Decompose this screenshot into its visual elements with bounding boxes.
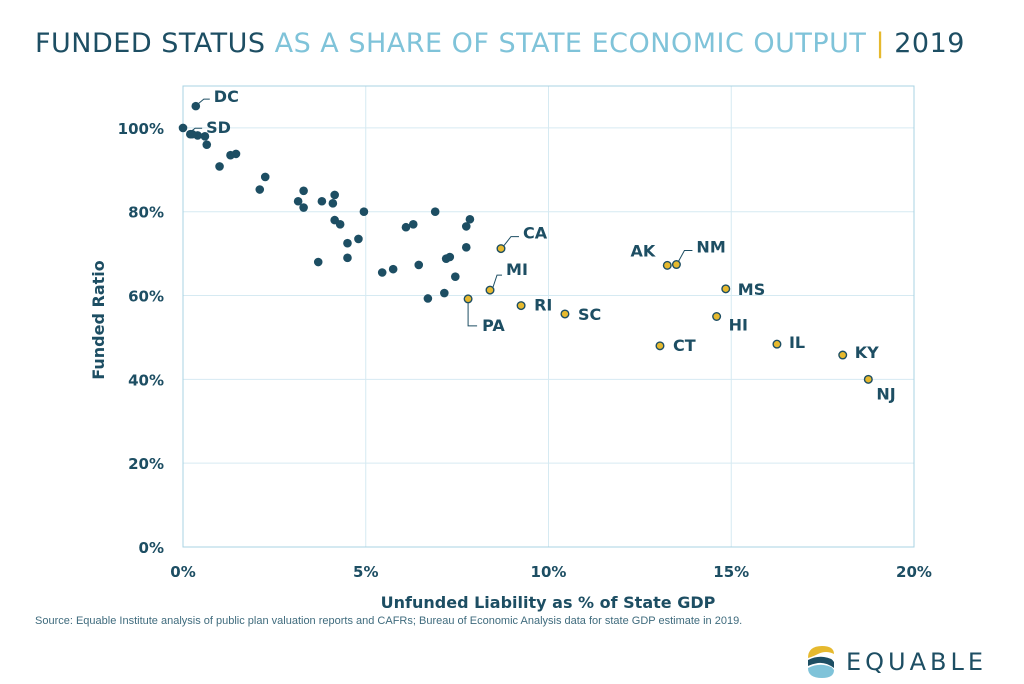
point-label: CA: [523, 224, 548, 243]
title-year: 2019: [894, 28, 965, 59]
y-tick-label: 20%: [128, 455, 164, 473]
data-point: [202, 140, 212, 149]
point-label: MS: [738, 280, 765, 299]
data-point-highlight: [516, 301, 526, 311]
data-point: [255, 185, 265, 194]
y-tick-label: 0%: [139, 539, 164, 557]
x-tick-label: 5%: [353, 563, 378, 581]
data-point-highlight: [560, 309, 570, 319]
data-point-highlight: [772, 339, 782, 349]
plot-frame: [182, 85, 915, 548]
tick-labels: 0% 20% 40% 60% 80% 100% 0% 5% 10% 15% 20%: [118, 120, 932, 581]
data-point-highlight: [463, 294, 473, 304]
y-tick-label: 80%: [128, 204, 164, 222]
x-tick-label: 10%: [531, 563, 567, 581]
y-tick-label: 40%: [128, 371, 164, 389]
x-axis-label: Unfunded Liability as % of State GDP: [381, 593, 716, 612]
label-leader-line: [677, 250, 693, 262]
point-label: KY: [855, 343, 879, 362]
data-point-highlight: [662, 260, 672, 270]
data-point: [450, 272, 460, 281]
y-tick-label: 60%: [128, 288, 164, 306]
equable-logo-icon: [808, 646, 834, 678]
label-leader-line: [467, 302, 478, 327]
point-label: NM: [696, 238, 725, 257]
data-point: [440, 288, 449, 298]
x-tick-label: 20%: [896, 563, 932, 581]
data-point: [260, 172, 270, 182]
data-point: [178, 123, 188, 133]
data-point-highlight: [671, 260, 681, 270]
title-separator: |: [875, 28, 886, 59]
point-label: IL: [789, 333, 805, 352]
data-point: [330, 190, 339, 200]
data-point: [187, 129, 197, 139]
data-point: [215, 162, 224, 171]
data-point-highlight: [721, 284, 731, 294]
label-leader-line: [503, 236, 519, 246]
data-point-highlight: [496, 244, 506, 254]
data-point: [299, 203, 308, 212]
point-label: MI: [506, 260, 528, 279]
data-point: [200, 131, 210, 141]
data-point: [343, 238, 352, 248]
label-leader-line: [197, 98, 210, 105]
point-label: NJ: [876, 384, 895, 403]
title-part-subtitle: AS A SHARE OF STATE ECONOMIC OUTPUT: [274, 28, 867, 59]
data-point: [335, 220, 345, 229]
label-leader-line: [492, 274, 503, 288]
x-tick-label: 15%: [713, 563, 749, 581]
point-label: PA: [482, 316, 505, 335]
y-tick-label: 100%: [118, 120, 164, 138]
data-points: [178, 101, 873, 384]
data-point: [408, 220, 418, 229]
point-label: CT: [673, 336, 696, 355]
data-point: [430, 207, 440, 217]
point-label: AK: [631, 241, 656, 260]
data-point: [328, 199, 338, 208]
label-leader-line: [189, 127, 203, 133]
logo-wordmark: EQUABLE: [846, 648, 988, 676]
data-point: [359, 207, 369, 217]
point-label: SD: [206, 118, 231, 137]
data-point: [445, 252, 455, 262]
data-point: [465, 214, 475, 224]
point-label: DC: [214, 87, 239, 106]
grid-layer: [182, 86, 915, 548]
equable-logo: EQUABLE: [806, 644, 986, 680]
chart-title: FUNDED STATUS AS A SHARE OF STATE ECONOM…: [35, 28, 965, 59]
data-point: [231, 149, 241, 159]
data-point-highlight: [838, 350, 848, 360]
data-point: [414, 260, 424, 270]
data-point: [401, 222, 411, 232]
data-point: [317, 196, 327, 206]
data-point: [377, 268, 387, 277]
title-part-main: FUNDED STATUS: [35, 28, 266, 59]
data-point: [313, 257, 323, 267]
data-point: [293, 196, 303, 206]
point-label: RI: [534, 296, 552, 315]
scatter-chart: 0% 20% 40% 60% 80% 100% 0% 5% 10% 15% 20% DC SD CA MI…: [89, 85, 932, 612]
data-point: [461, 243, 471, 252]
y-axis-label: Funded Ratio: [89, 260, 108, 379]
data-point-highlight: [485, 285, 495, 295]
data-point: [299, 186, 308, 196]
data-point: [354, 234, 363, 244]
data-point: [343, 253, 352, 263]
data-point: [423, 294, 433, 303]
source-note: Source: Equable Institute analysis of pu…: [35, 615, 743, 627]
x-tick-label: 0%: [170, 563, 195, 581]
point-label: HI: [729, 316, 748, 335]
point-label: SC: [578, 305, 601, 324]
data-point: [461, 222, 471, 231]
data-point-highlight: [712, 312, 722, 322]
data-point-highlight: [655, 341, 665, 351]
data-point-highlight: [863, 374, 873, 384]
point-labels: DC SD CA MI PA RI SC AK NM MS HI CT IL KY NJ: [189, 87, 896, 403]
data-point: [388, 264, 398, 274]
